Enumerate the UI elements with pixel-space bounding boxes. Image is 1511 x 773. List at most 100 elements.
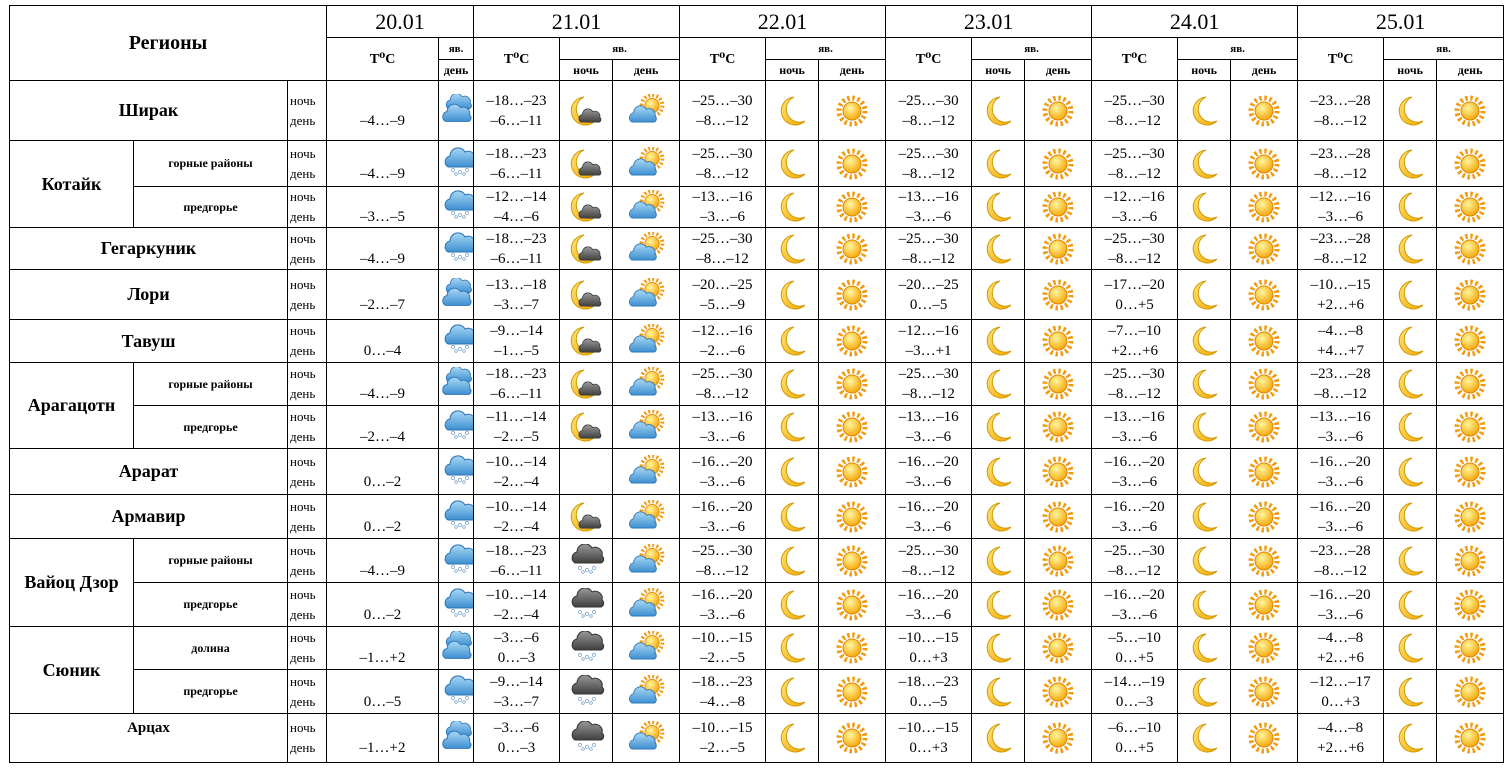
icon-cell: [438, 186, 475, 228]
icon-cell: [1436, 362, 1505, 406]
day-temperature: 0…–2: [363, 473, 402, 490]
day-label: день: [290, 429, 316, 444]
night-label: ночь: [290, 542, 316, 558]
temperature: –18…–23 –6…–11: [473, 140, 561, 187]
night-temperature: –10…–15: [692, 630, 753, 646]
icon-cell: [612, 713, 681, 763]
night-temperature: –25…–30: [692, 542, 753, 559]
icon-cell: [1383, 269, 1438, 320]
icon-cell: [438, 405, 475, 449]
icon-cell: [765, 362, 820, 406]
spacer: [328, 585, 438, 605]
weather-icon: [1038, 367, 1078, 401]
forecast-row: Армавир ночь день 0…–2 –10…–14 –2…–4 –16…–20 –3…: [9, 494, 1505, 539]
night-temperature: –10…–15: [898, 720, 959, 736]
day-temperature: –5…–9: [700, 296, 746, 313]
night-label: ночь: [290, 498, 316, 514]
day-temperature: –4…–9: [360, 250, 406, 267]
temperature: –17…–20 0…+5: [1091, 269, 1179, 320]
icon-cell: [971, 186, 1026, 228]
weather-icon: [978, 278, 1018, 312]
night-temperature: –13…–16: [898, 189, 959, 205]
icon-cell: [818, 319, 887, 363]
day-temperature: 0…+3: [909, 740, 948, 756]
night-temperature: –25…–30: [692, 230, 753, 247]
night-temperature: –25…–30: [898, 92, 959, 109]
day-temperature: –3…–6: [700, 518, 746, 535]
night-temperature: –25…–30: [1104, 542, 1165, 559]
icon-cell: [1436, 448, 1505, 495]
icon-cell: [438, 227, 475, 270]
day-temperature: –3…–6: [906, 473, 952, 490]
temperature: –20…–25 –5…–9: [679, 269, 767, 320]
icon-cell: [1024, 227, 1093, 270]
night-temperature: –25…–30: [692, 145, 753, 162]
temperature: –3…–6 0…–3: [473, 626, 561, 670]
icon-cell: [971, 362, 1026, 406]
weather-icon: [772, 278, 812, 312]
temp-header: T⁰C: [885, 37, 973, 81]
night-label: ночь: [290, 409, 316, 424]
night-temperature: –13…–16: [898, 409, 959, 425]
icon-cell: [1383, 713, 1438, 763]
phenomena-header: яв.: [765, 37, 887, 60]
icon-cell: [818, 227, 887, 270]
day-temperature: 0…–4: [363, 343, 402, 359]
day-temperature: 0…–3: [497, 740, 536, 756]
icon-cell: [1024, 80, 1093, 141]
icon-cell: [1230, 538, 1299, 583]
icon-cell: [1383, 186, 1438, 228]
icon-cell: [971, 626, 1026, 670]
date-header: 21.01: [473, 5, 681, 38]
weather-icon: [1390, 367, 1430, 401]
period-labels: ночь день: [286, 669, 328, 714]
icon-cell: [612, 626, 681, 670]
day-temperature: –8…–12: [696, 386, 749, 402]
night-temperature: –3…–6: [494, 720, 540, 736]
period-labels: ночь день: [286, 80, 328, 141]
temperature: –5…–10 0…+5: [1091, 626, 1179, 670]
weather-icon: [978, 94, 1018, 128]
weather-icon: [626, 455, 666, 489]
temperature: –2…–4: [326, 405, 440, 449]
temperature: –10…–15 0…+3: [885, 626, 973, 670]
temperature: –16…–20 –3…–6: [885, 448, 973, 495]
region-name: Сюник: [9, 626, 134, 714]
icon-cell: [438, 538, 475, 583]
spacer: [328, 628, 438, 648]
day-header: день: [818, 59, 887, 81]
forecast-row: Арагацотн горные районы ночь день –4…–9 –18…–…: [9, 362, 1505, 449]
icon-cell: [559, 319, 614, 363]
temperature: –16…–20 –3…–6: [1091, 582, 1179, 627]
icon-cell: [612, 405, 681, 449]
icon-cell: [1230, 319, 1299, 363]
night-temperature: –10…–15: [1310, 276, 1371, 293]
temperature: –25…–30 –8…–12: [885, 140, 973, 187]
night-temperature: –9…–14: [490, 323, 543, 339]
day-temperature: –3…–6: [1318, 606, 1364, 623]
weather-icon: [626, 675, 666, 709]
weather-icon: [566, 324, 606, 358]
day-temperature: –8…–12: [902, 562, 955, 579]
weather-icon: [566, 675, 606, 709]
temperature: –23…–28 –8…–12: [1297, 362, 1385, 406]
night-temperature: –23…–28: [1310, 230, 1371, 247]
temperature: –13…–16 –3…–6: [679, 405, 767, 449]
temperature: –4…–9: [326, 538, 440, 583]
forecast-row: предгорье ночь день –3…–5 –12…–14 –4…–6 –13…–1…: [10, 186, 1505, 228]
table-body: Ширак ночь день –4…–9 –18…–23 –6…–11 –25…–30 –8…: [9, 80, 1505, 763]
weather-icon: [978, 410, 1018, 444]
weather-icon: [772, 675, 812, 709]
icon-cell: [971, 227, 1026, 270]
weather-icon: [1184, 367, 1224, 401]
weather-icon: [772, 147, 812, 181]
weather-icon: [832, 94, 872, 128]
weather-icon: [439, 544, 474, 578]
weather-icon: [1390, 455, 1430, 489]
temperature: –1…+2: [326, 626, 440, 670]
temperature: –16…–20 –3…–6: [1297, 448, 1385, 495]
temperature: –4…–9: [326, 227, 440, 270]
weather-icon: [626, 631, 666, 665]
icon-cell: [1024, 494, 1093, 539]
day-temperature: –3…–6: [1318, 209, 1364, 225]
